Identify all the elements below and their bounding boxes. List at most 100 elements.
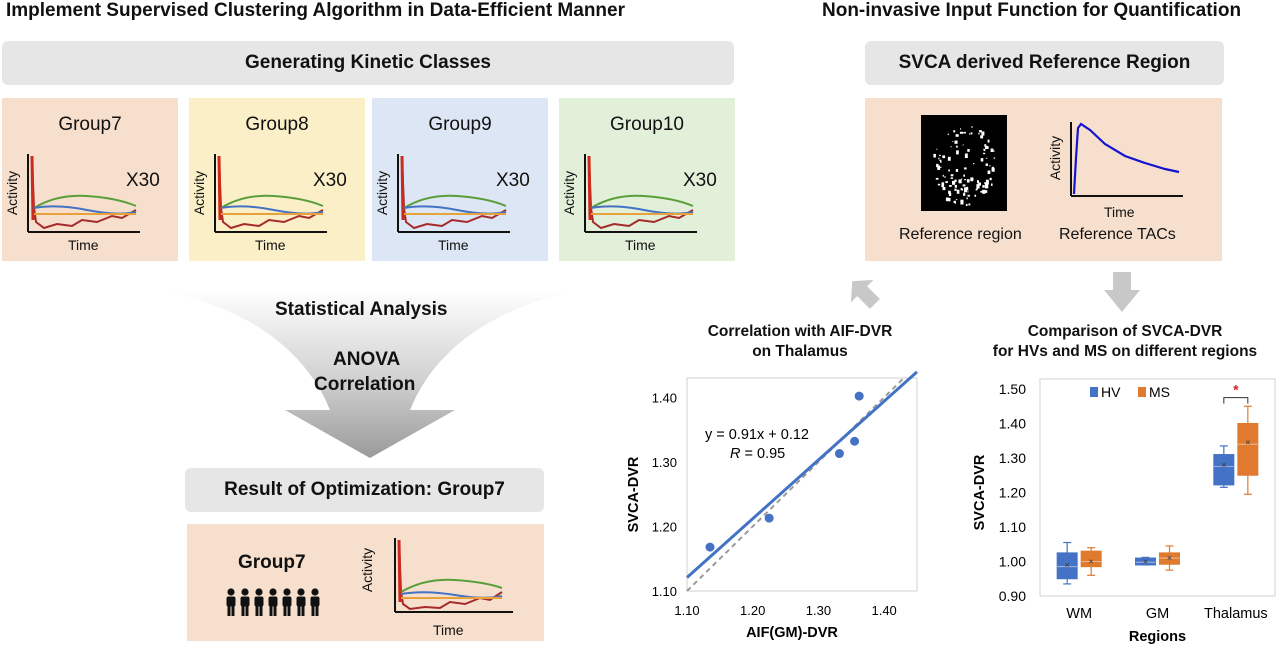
reference-tac-curve — [1070, 122, 1183, 197]
category-label: WM — [1066, 606, 1092, 622]
group-time-label: Time — [255, 237, 286, 253]
y-tick-label: 0.90 — [999, 588, 1026, 604]
group-name: Group10 — [610, 114, 684, 135]
group-time-label: Time — [625, 237, 656, 253]
y-tick-label: 1.10 — [652, 584, 677, 599]
legend-swatch-hv — [1090, 387, 1098, 397]
group-activity-label: Activity — [191, 170, 207, 216]
group-time-label: Time — [68, 237, 99, 253]
group-time-label: Time — [438, 237, 469, 253]
people-icons — [226, 588, 320, 616]
comp-title-line1: Comparison of SVCA-DVR — [1027, 323, 1223, 340]
group-panel: Group7 X30 Activity Time — [2, 98, 178, 261]
y-tick-label: 1.30 — [652, 455, 677, 470]
mean-marker: × — [1167, 553, 1172, 563]
result-group-name: Group7 — [238, 552, 306, 573]
y-axis-label: SVCA-DVR — [626, 456, 642, 532]
legend-label-hv: HV — [1101, 384, 1121, 400]
plot-frame — [686, 377, 918, 592]
ref-activity-label: Activity — [1047, 135, 1063, 181]
scatter-point — [834, 449, 844, 459]
stats-funnel — [160, 290, 580, 458]
x-tick-label: 1.10 — [674, 603, 699, 618]
reference-tacs-label: Reference TACs — [1059, 226, 1176, 243]
result-tac-curves — [394, 538, 513, 613]
ref-time-label: Time — [1104, 204, 1135, 220]
scatter-point — [764, 513, 774, 523]
mean-marker: × — [1143, 557, 1148, 567]
x-axis-label: AIF(GM)-DVR — [746, 625, 838, 641]
y-tick-label: 1.00 — [999, 554, 1026, 570]
significance-star: * — [1233, 382, 1239, 398]
box-ms — [1237, 423, 1259, 476]
correlation-chart: 1.10 1.20 1.30 1.40 1.10 1.20 1.30 1.40 y = 0.91… — [626, 370, 918, 641]
result-activity-label: Activity — [359, 547, 375, 593]
down-arrow-icon — [1104, 272, 1140, 312]
group-name: Group9 — [428, 114, 492, 135]
mean-marker: × — [1065, 560, 1070, 570]
legend-swatch-ms — [1138, 387, 1146, 397]
group-activity-label: Activity — [561, 170, 577, 216]
box-hv — [1056, 552, 1078, 580]
result-time-label: Time — [433, 622, 464, 638]
x-tick-label: 1.30 — [806, 603, 831, 618]
left-heading: Implement Supervised Clustering Algorith… — [6, 0, 625, 21]
group-name: Group7 — [58, 114, 122, 135]
identity-line — [686, 377, 905, 592]
group-multiplier: X30 — [496, 170, 530, 191]
group-panel: Group8 X30 Activity Time — [189, 98, 365, 261]
comparison-boxplot: 0.90 1.00 1.10 1.20 1.30 1.40 1.50 WM × × GM × × Thal… — [972, 378, 1276, 645]
x-axis-label: Regions — [1129, 629, 1186, 645]
group-tac-curves — [27, 154, 140, 233]
mean-marker: × — [1221, 460, 1226, 470]
mean-marker: × — [1089, 557, 1094, 567]
group-panel: Group10 X30 Activity Time — [559, 98, 735, 261]
stats-correlation: Correlation — [314, 374, 416, 395]
y-tick-label: 1.20 — [652, 519, 677, 534]
comp-chart-title: Comparison of SVCA-DVR for HVs and MS on… — [960, 322, 1280, 362]
y-tick-label: 1.10 — [999, 519, 1026, 535]
group-multiplier: X30 — [313, 170, 347, 191]
reference-region-label: Reference region — [899, 226, 1022, 243]
box-hv — [1213, 454, 1235, 486]
y-tick-label: 1.40 — [999, 416, 1026, 432]
diagonal-arrow-icon — [850, 279, 880, 309]
stats-anova: ANOVA — [333, 349, 401, 370]
corr-chart-title: Correlation with AIF-DVR on Thalamus — [660, 322, 940, 362]
right-heading: Non-invasive Input Function for Quantifi… — [822, 0, 1242, 21]
y-tick-label: 1.20 — [999, 485, 1026, 501]
scatter-point — [850, 436, 860, 446]
r-value: R = 0.95 — [730, 446, 785, 462]
brain-image — [921, 115, 1007, 211]
result-tac-plot: Activity Time — [359, 532, 515, 640]
category-label: GM — [1146, 606, 1169, 622]
y-axis-label: SVCA-DVR — [972, 454, 988, 530]
legend-label-ms: MS — [1149, 384, 1170, 400]
svca-pill: SVCA derived Reference Region — [865, 41, 1224, 85]
corr-title-line2: on Thalamus — [752, 343, 848, 360]
scatter-point — [854, 391, 864, 401]
reference-panel: Reference region Activity Time Reference… — [865, 98, 1222, 261]
group-name: Group8 — [245, 114, 309, 135]
category-label: Thalamus — [1204, 606, 1268, 622]
group-panel: Group9 X30 Activity Time — [372, 98, 548, 261]
result-pill: Result of Optimization: Group7 — [185, 468, 544, 512]
significance-bracket — [1223, 397, 1249, 404]
box-hv — [1135, 557, 1156, 566]
result-panel: Group7 Activity Time — [187, 524, 544, 641]
group-tac-curves — [214, 154, 327, 233]
fit-equation: y = 0.91x + 0.12 — [705, 427, 809, 443]
box-ms — [1080, 550, 1102, 568]
plot-frame — [1039, 378, 1276, 597]
y-tick-label: 1.50 — [999, 381, 1026, 397]
group-tac-curves — [584, 154, 697, 233]
stats-title: Statistical Analysis — [275, 299, 448, 320]
group-multiplier: X30 — [683, 170, 717, 191]
y-tick-label: 1.30 — [999, 450, 1026, 466]
group-multiplier: X30 — [126, 170, 160, 191]
group-activity-label: Activity — [4, 170, 20, 216]
kinetic-classes-pill: Generating Kinetic Classes — [2, 41, 734, 85]
comp-title-line2: for HVs and MS on different regions — [992, 343, 1258, 360]
group-activity-label: Activity — [374, 170, 390, 216]
mean-marker: × — [1245, 437, 1250, 447]
